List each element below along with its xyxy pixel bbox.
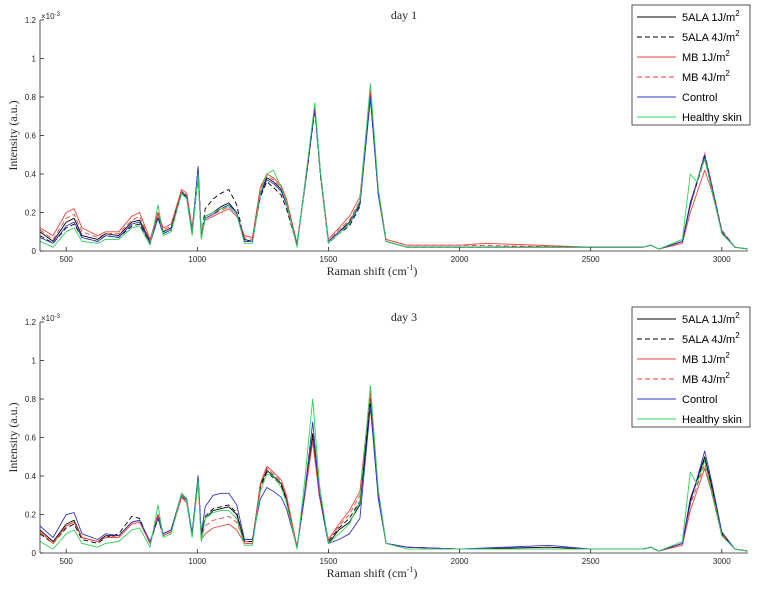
x-tick-label: 3000 xyxy=(713,255,731,264)
y-tick-label: 0.2 xyxy=(25,511,37,520)
y-tick-label: 1 xyxy=(32,357,37,366)
legend-label-2: MB 1J/m2 xyxy=(682,351,730,366)
legend-label-sup: 2 xyxy=(725,351,730,360)
x-tick-label: 3000 xyxy=(713,557,731,566)
legend-label-sup: 2 xyxy=(735,311,740,320)
x-tick-label: 2000 xyxy=(451,557,469,566)
y-exponent-power: -3 xyxy=(55,12,61,18)
series-line-4 xyxy=(40,406,748,552)
y-tick-label: 0.4 xyxy=(25,170,37,179)
y-tick-label: 0 xyxy=(32,549,37,558)
legend-label-5: Healthy skin xyxy=(682,112,742,124)
y-exponent-base: ×10 xyxy=(41,314,55,323)
legend-label-text: Control xyxy=(682,92,717,104)
legend-label-sup: 2 xyxy=(725,371,730,380)
x-axis-label-sup: -1 xyxy=(407,263,414,272)
legend-label-sup: 2 xyxy=(735,29,740,38)
x-tick-label: 2500 xyxy=(582,255,600,264)
x-tick-label: 500 xyxy=(60,255,74,264)
x-axis-label-tail: ) xyxy=(413,264,417,278)
series-line-1 xyxy=(40,92,748,250)
legend-label-text: Control xyxy=(682,394,717,406)
y-tick-label: 0.6 xyxy=(25,132,37,141)
legend-box xyxy=(631,4,751,126)
chart-panel-day-3: day 3 500 1000 1500 2000 2500 3000 0 0.2 0.4 0.6 0… xyxy=(6,306,751,580)
y-tick-label: 0.6 xyxy=(25,434,37,443)
legend-label-4: Control xyxy=(682,92,717,104)
x-tick-label: 1000 xyxy=(188,557,206,566)
legend-label-sup: 2 xyxy=(735,9,740,18)
y-exponent-label: ×10-3 xyxy=(41,314,61,323)
y-tick-label: 0.2 xyxy=(25,209,37,218)
chart-title: day 1 xyxy=(391,8,417,22)
legend-label-sup: 2 xyxy=(725,49,730,58)
legend-label-text: MB 4J/m xyxy=(682,374,725,386)
y-tick-label: 0.4 xyxy=(25,472,37,481)
legend-box xyxy=(631,306,751,428)
legend-label-text: Healthy skin xyxy=(682,414,742,426)
x-axis-label: Raman shift (cm-1) xyxy=(327,263,418,278)
legend-label-sup: 2 xyxy=(725,69,730,78)
x-axis-label-text: Raman shift (cm xyxy=(327,566,408,580)
y-exponent-label: ×10-3 xyxy=(41,12,61,21)
legend-label-text: MB 1J/m xyxy=(682,354,725,366)
x-axis-label-tail: ) xyxy=(413,566,417,580)
legend-label-3: MB 4J/m2 xyxy=(682,371,730,386)
legend-label-text: Healthy skin xyxy=(682,112,742,124)
legend-label-text: 5ALA 4J/m xyxy=(682,334,735,346)
y-tick-label: 0 xyxy=(32,247,37,256)
y-exponent-power: -3 xyxy=(55,314,61,320)
series-group xyxy=(40,83,748,250)
x-axis-label: Raman shift (cm-1) xyxy=(327,565,418,580)
x-tick-label: 1000 xyxy=(188,255,206,264)
y-axis-label: Intensity (a.u.) xyxy=(6,402,20,472)
legend-label-text: 5ALA 4J/m xyxy=(682,32,735,44)
legend-label-0: 5ALA 1J/m2 xyxy=(682,9,740,24)
x-tick-label: 2500 xyxy=(582,557,600,566)
legend-label-text: 5ALA 1J/m xyxy=(682,12,735,24)
y-tick-label: 0.8 xyxy=(25,395,37,404)
chart-panel-day-1: day 1 500 1000 1500 2000 2500 3000 0 0.2 0.4 0.6 0… xyxy=(6,4,751,278)
y-tick-label: 1.2 xyxy=(25,318,37,327)
legend-label-0: 5ALA 1J/m2 xyxy=(682,311,740,326)
x-tick-label: 1500 xyxy=(320,557,338,566)
legend-label-text: MB 1J/m xyxy=(682,52,725,64)
legend-label-2: MB 1J/m2 xyxy=(682,49,730,64)
legend-label-sup: 2 xyxy=(735,331,740,340)
legend-label-1: 5ALA 4J/m2 xyxy=(682,29,740,44)
chart-title: day 3 xyxy=(391,310,417,324)
series-group xyxy=(40,385,748,552)
legend-label-text: MB 4J/m xyxy=(682,72,725,84)
x-axis-label-sup: -1 xyxy=(407,565,414,574)
y-tick-label: 0.8 xyxy=(25,93,37,102)
y-axis-label: Intensity (a.u.) xyxy=(6,100,20,170)
legend-label-1: 5ALA 4J/m2 xyxy=(682,331,740,346)
x-axis-label-text: Raman shift (cm xyxy=(327,264,408,278)
x-tick-label: 1500 xyxy=(320,255,338,264)
legend-label-5: Healthy skin xyxy=(682,414,742,426)
y-tick-label: 1 xyxy=(32,55,37,64)
x-tick-label: 2000 xyxy=(451,255,469,264)
series-line-5 xyxy=(40,385,748,552)
legend-label-4: Control xyxy=(682,394,717,406)
y-tick-label: 1.2 xyxy=(25,16,37,25)
series-line-5 xyxy=(40,83,748,250)
y-exponent-base: ×10 xyxy=(41,12,55,21)
x-tick-label: 500 xyxy=(60,557,74,566)
legend-label-text: 5ALA 1J/m xyxy=(682,314,735,326)
legend-label-3: MB 4J/m2 xyxy=(682,69,730,84)
